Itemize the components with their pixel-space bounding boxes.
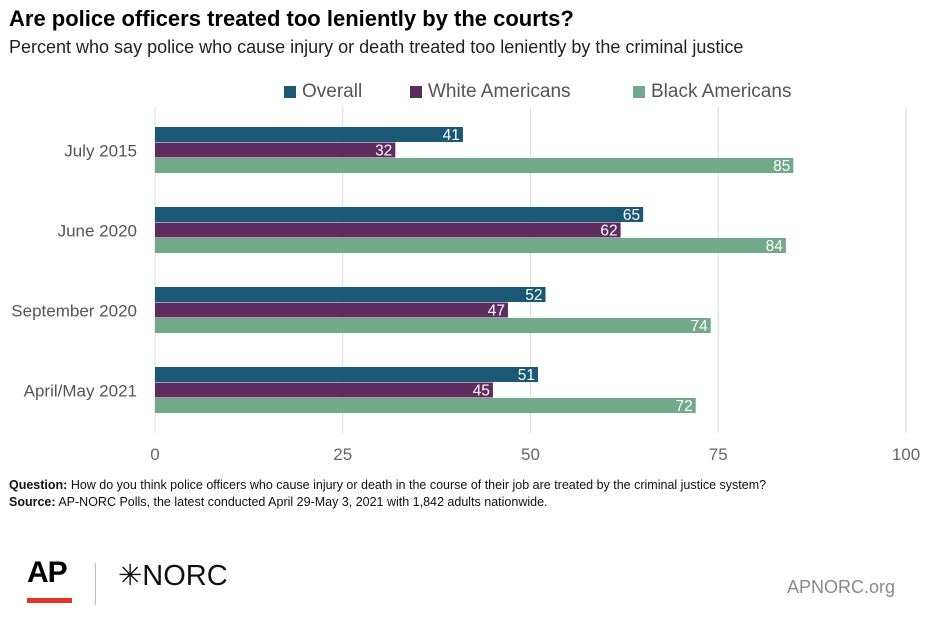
bar — [155, 142, 396, 158]
bar-chart: 0 25 50 75 100 July 2015 41 32 85 June 2020 65 62 84… — [11, 107, 920, 464]
legend-swatch-black — [633, 86, 645, 98]
bar — [155, 238, 786, 253]
bar — [155, 127, 463, 142]
logo-divider — [95, 563, 96, 605]
bar — [155, 158, 794, 173]
legend-swatch-overall — [284, 86, 296, 98]
data-label: 51 — [518, 367, 535, 384]
data-label: 72 — [675, 398, 692, 415]
bar — [155, 318, 711, 333]
question-label: Question: — [9, 478, 68, 492]
data-label: 65 — [623, 207, 640, 224]
data-label: 84 — [766, 238, 784, 255]
ap-logo: AP — [27, 556, 68, 589]
data-label: 32 — [375, 143, 392, 160]
legend-label-overall: Overall — [302, 81, 363, 102]
question-text: How do you think police officers who cau… — [70, 478, 767, 492]
legend-item-black: Black Americans — [633, 81, 791, 103]
source-text: AP-NORC Polls, the latest conducted Apri… — [58, 495, 548, 509]
legend-item-white: White Americans — [410, 81, 571, 103]
x-tick-label-50: 50 — [521, 445, 540, 464]
category-label: July 2015 — [64, 141, 137, 160]
x-tick-label-25: 25 — [333, 445, 352, 464]
data-label: 41 — [443, 127, 460, 144]
ap-logo-underline — [27, 598, 72, 603]
chart-title: Are police officers treated too lenientl… — [9, 6, 574, 31]
legend-label-white: White Americans — [428, 81, 571, 102]
legend-label-black: Black Americans — [651, 81, 792, 102]
footnote-source: Source: AP-NORC Polls, the latest conduc… — [9, 494, 766, 511]
bar — [155, 367, 539, 382]
chart-subtitle: Percent who say police who cause injury … — [9, 37, 744, 57]
bar — [155, 382, 493, 398]
data-label: 52 — [525, 287, 542, 304]
norc-logo: ✳NORC — [118, 560, 228, 592]
bar — [155, 207, 644, 222]
legend-item-overall: Overall — [284, 81, 362, 103]
bar — [155, 222, 621, 238]
category-label: September 2020 — [11, 301, 137, 320]
category-label: April/May 2021 — [24, 381, 137, 400]
x-tick-label-75: 75 — [709, 445, 728, 464]
site-url: APNORC.org — [786, 577, 895, 597]
bar — [155, 302, 508, 318]
source-label: Source: — [9, 495, 56, 509]
data-label: 45 — [473, 383, 490, 400]
bar — [155, 287, 546, 302]
footnote-question: Question: How do you think police office… — [9, 477, 766, 494]
footnote: Question: How do you think police office… — [9, 477, 766, 511]
legend-swatch-white — [410, 86, 422, 98]
data-label: 47 — [488, 303, 505, 320]
data-label: 85 — [773, 158, 790, 175]
legend: Overall White Americans Black Americans — [0, 81, 930, 107]
data-label: 62 — [600, 223, 617, 240]
data-label: 74 — [690, 318, 708, 335]
x-tick-label-0: 0 — [150, 445, 159, 464]
category-label: June 2020 — [58, 221, 137, 240]
x-tick-label-100: 100 — [892, 445, 920, 464]
bar — [155, 398, 696, 413]
